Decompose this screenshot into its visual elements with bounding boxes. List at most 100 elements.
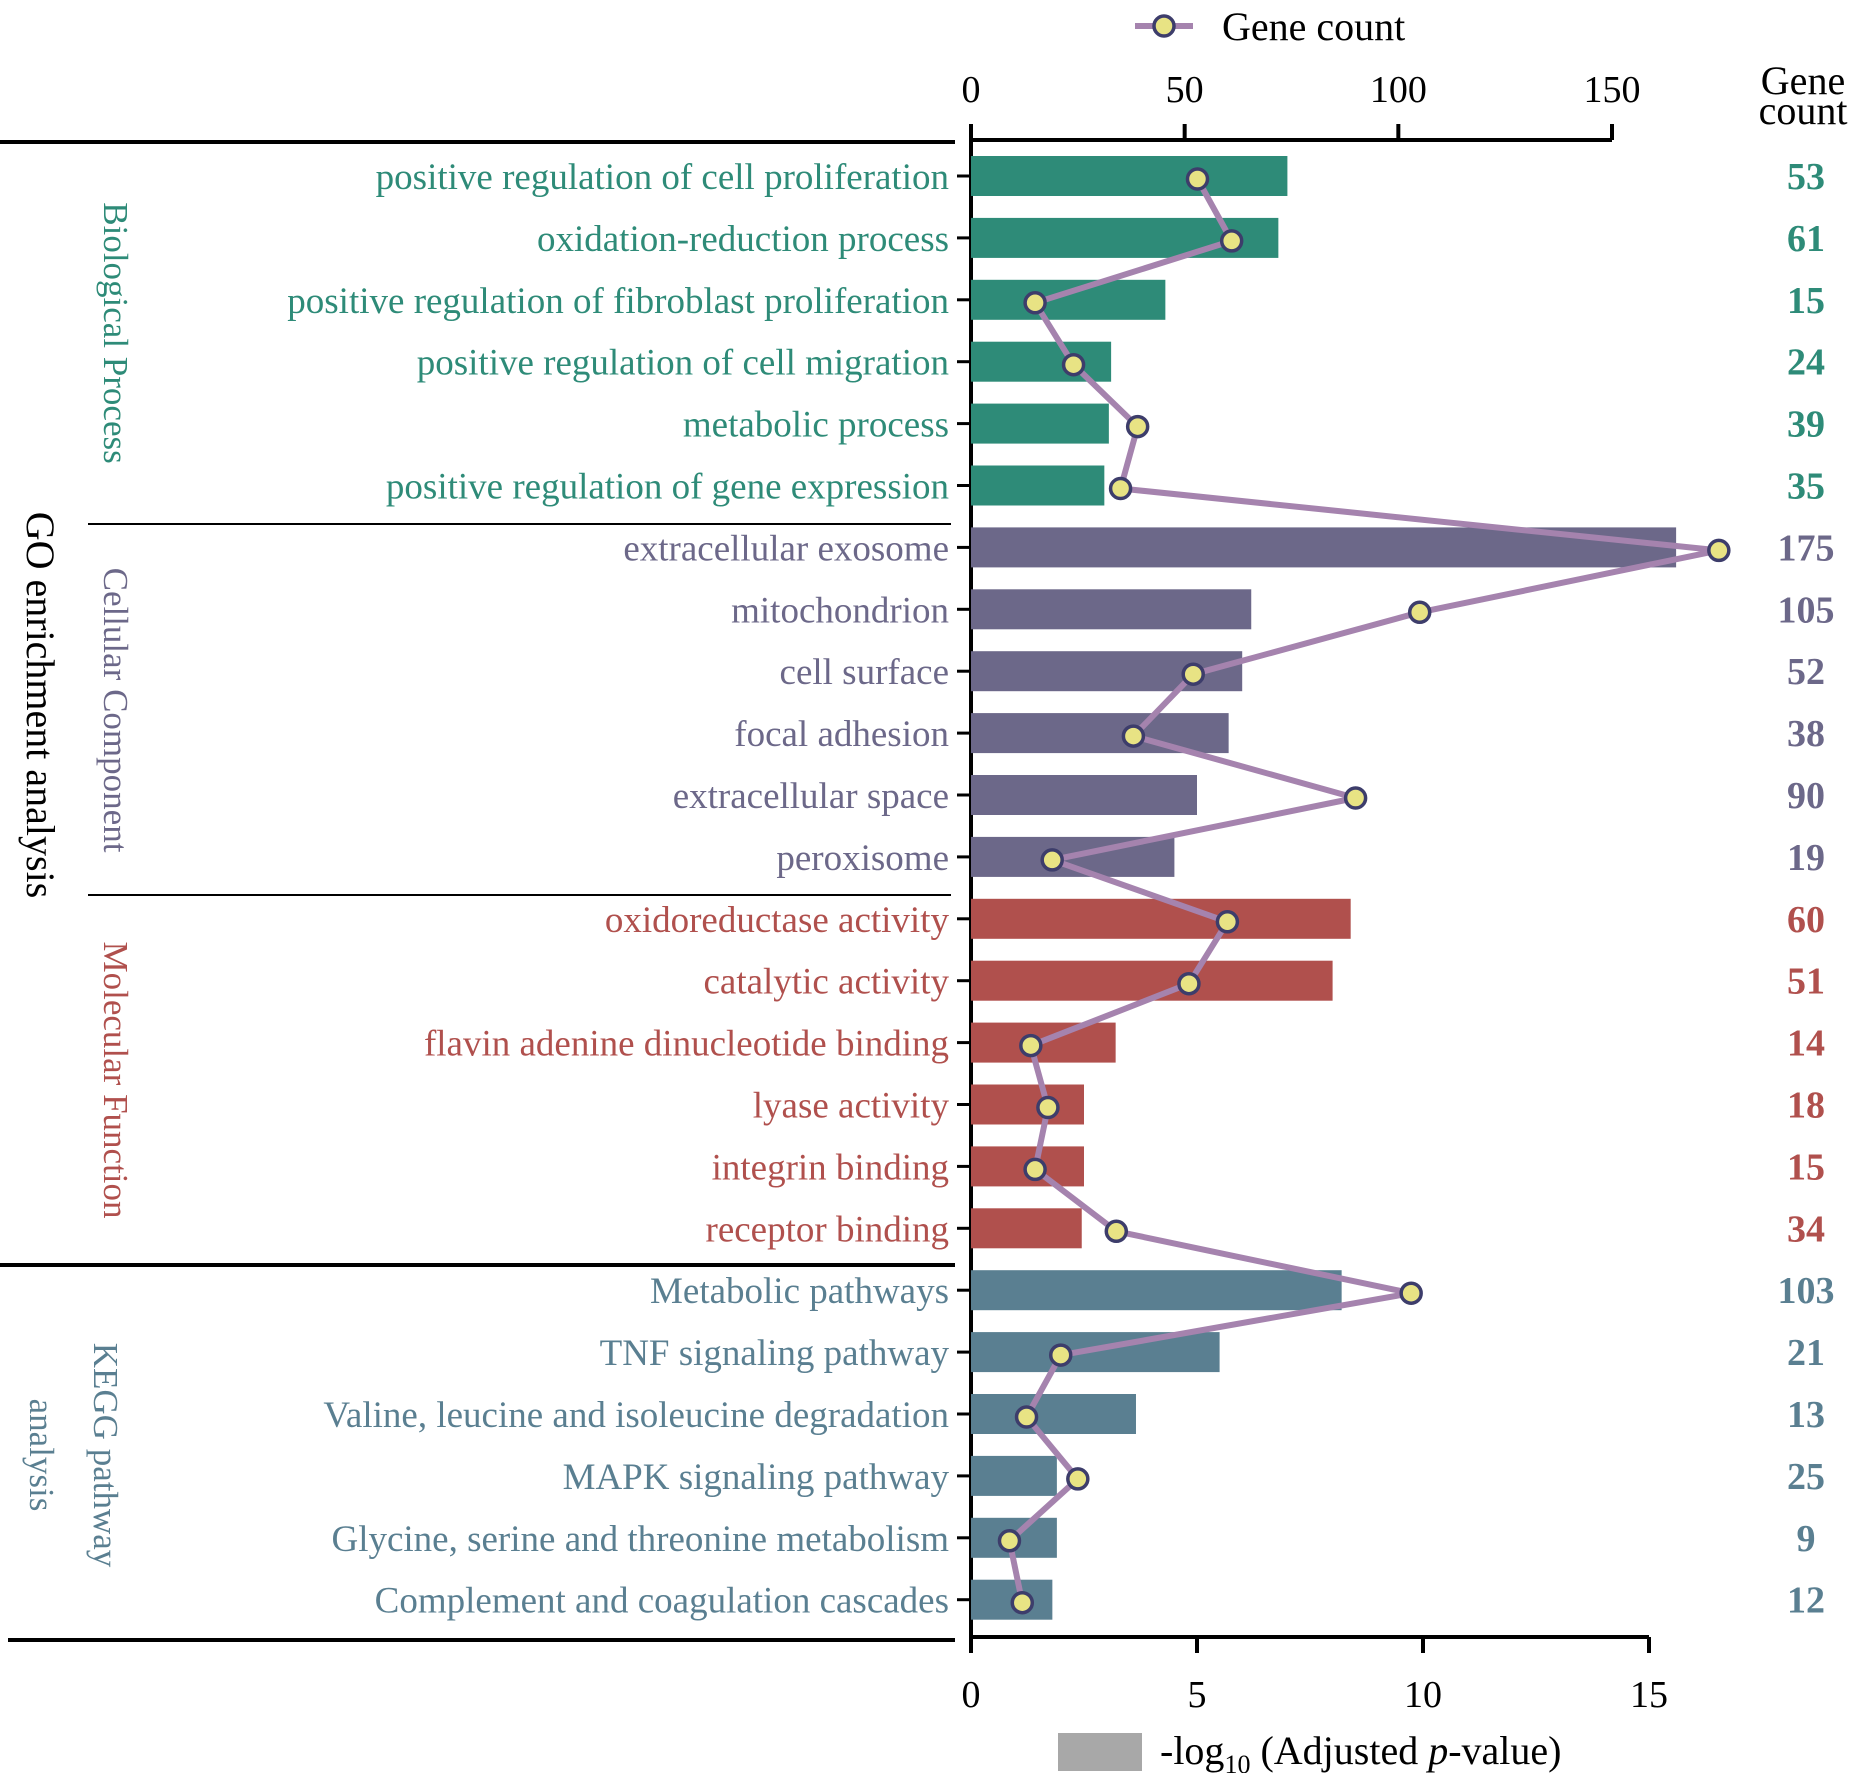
gene-count-value: 60: [1787, 899, 1825, 941]
gene-count-point: [1181, 662, 1205, 686]
term-labels: positive regulation of cell proliferatio…: [287, 157, 949, 1622]
top-axis-tick-label: 0: [962, 69, 981, 111]
top-legend: Gene count: [1135, 4, 1405, 49]
gene-count-point: [1023, 291, 1047, 315]
bottom-legend: -log10 (Adjusted p-value): [1058, 1728, 1561, 1773]
count-labels: 53 61 15 24 39 35 175 105 52 38 90 19 60 51 14 18 15 34 10…: [1778, 156, 1835, 1622]
bar-bp: [971, 279, 1166, 320]
bar-bp: [971, 341, 1112, 382]
bar-cc: [971, 775, 1197, 815]
bar-kegg: [971, 1332, 1220, 1373]
bottom-legend-label-post: -value): [1448, 1728, 1561, 1773]
bar-mf: [971, 1084, 1084, 1125]
count-header-line2: count: [1759, 88, 1848, 133]
gene-count-point: [1399, 1281, 1423, 1305]
gene-count-point: [1125, 414, 1150, 439]
bar-kegg: [971, 1455, 1057, 1496]
term-label: mitochondrion: [731, 590, 949, 631]
gene-count-point: [1707, 538, 1731, 563]
gene-count-value: 15: [1787, 1146, 1825, 1188]
gene-count-value: 14: [1787, 1023, 1825, 1065]
gene-count-point: [997, 1529, 1022, 1553]
gene-count-value: 53: [1787, 156, 1825, 198]
bar-bp: [971, 465, 1105, 506]
bar-mf: [971, 960, 1333, 1001]
bar-mf: [971, 1208, 1082, 1249]
bar-cc: [971, 589, 1252, 630]
term-label: TNF signaling pathway: [600, 1333, 950, 1374]
term-label: positive regulation of gene expression: [386, 467, 949, 508]
gene-count-point: [1014, 1405, 1039, 1429]
gene-count-value: 15: [1787, 280, 1825, 322]
bar-kegg: [971, 1394, 1136, 1434]
gene-count-value: 25: [1787, 1456, 1825, 1498]
term-label: MAPK signaling pathway: [563, 1457, 950, 1498]
count-header-line1: Gene: [1761, 58, 1845, 103]
term-label: focal adhesion: [734, 714, 949, 755]
gene-count-line: [997, 167, 1731, 1615]
term-label: receptor binding: [706, 1209, 950, 1250]
term-label: oxidoreductase activity: [605, 900, 950, 941]
top-legend-label: Gene count: [1222, 4, 1405, 49]
bottom-axis-tick-label: 10: [1404, 1674, 1442, 1716]
gene-count-point: [1036, 1095, 1060, 1120]
term-label: Glycine, serine and threonine metabolism: [331, 1519, 949, 1560]
bar-cc: [971, 713, 1229, 754]
gene-count-value: 105: [1778, 589, 1835, 631]
kegg-label-line1: KEGG pathway: [86, 1343, 125, 1568]
top-legend-marker: [1152, 14, 1176, 38]
gene-count-value: 34: [1787, 1208, 1825, 1250]
bar-bp: [971, 156, 1288, 196]
group-label-mf: Molecular Function: [96, 941, 135, 1218]
gene-count-point: [1104, 1219, 1129, 1244]
bottom-axis-tick-label: 5: [1188, 1674, 1207, 1716]
gene-count-value: 9: [1797, 1518, 1816, 1560]
gene-count-value: 21: [1787, 1332, 1825, 1374]
bars: [957, 156, 1677, 1620]
gene-count-point: [1108, 476, 1133, 501]
term-label: cell surface: [780, 652, 949, 693]
gene-count-point: [1010, 1590, 1035, 1615]
gene-count-point: [1407, 600, 1432, 625]
bottom-legend-label-italic: p: [1425, 1728, 1448, 1773]
group-label-cc: Cellular Component: [96, 568, 135, 853]
group-label-bp: Biological Process: [96, 202, 135, 464]
gene-count-point: [1040, 848, 1064, 872]
bar-mf: [971, 898, 1351, 939]
gene-count-value: 13: [1787, 1394, 1825, 1436]
bottom-legend-label: -log10 (Adjusted p-value): [1160, 1728, 1561, 1773]
bottom-axis: 0 5 10 15: [962, 1635, 1668, 1716]
top-axis-tick-label: 150: [1584, 69, 1641, 111]
gene-count-value: 35: [1787, 466, 1825, 508]
bottom-legend-label-sub: 10: [1224, 1750, 1250, 1773]
gene-count-series-line: [1006, 177, 1722, 1604]
gene-count-point: [1219, 229, 1244, 253]
term-label: Metabolic pathways: [650, 1271, 949, 1312]
term-label: metabolic process: [683, 405, 949, 446]
kegg-label-line2: analysis: [22, 1399, 61, 1512]
gene-count-value: 103: [1778, 1270, 1835, 1312]
bar-bp: [971, 403, 1109, 444]
gene-count-point: [1066, 1467, 1090, 1491]
gene-count-point: [1215, 910, 1240, 934]
term-label: oxidation-reduction process: [537, 219, 949, 260]
term-label: positive regulation of cell proliferatio…: [376, 157, 949, 198]
gene-count-point: [1048, 1343, 1073, 1367]
go-enrichment-label: GO enrichment analysis: [18, 512, 63, 899]
gene-count-value: 61: [1787, 218, 1825, 260]
gene-count-point: [1121, 724, 1146, 748]
term-label: extracellular space: [673, 776, 949, 817]
gene-count-point: [1019, 1033, 1043, 1058]
term-label: peroxisome: [776, 838, 949, 879]
bottom-legend-swatch: [1058, 1733, 1142, 1771]
gene-count-point: [1177, 971, 1201, 996]
term-label: extracellular exosome: [623, 528, 949, 569]
gene-count-value: 52: [1787, 651, 1825, 693]
term-label: Valine, leucine and isoleucine degradati…: [323, 1395, 949, 1436]
term-label: catalytic activity: [703, 962, 949, 1003]
top-axis-tick-label: 100: [1370, 69, 1427, 111]
gene-count-value: 24: [1787, 342, 1825, 384]
gene-count-point: [1061, 352, 1086, 377]
term-label: Complement and coagulation cascades: [375, 1581, 949, 1622]
